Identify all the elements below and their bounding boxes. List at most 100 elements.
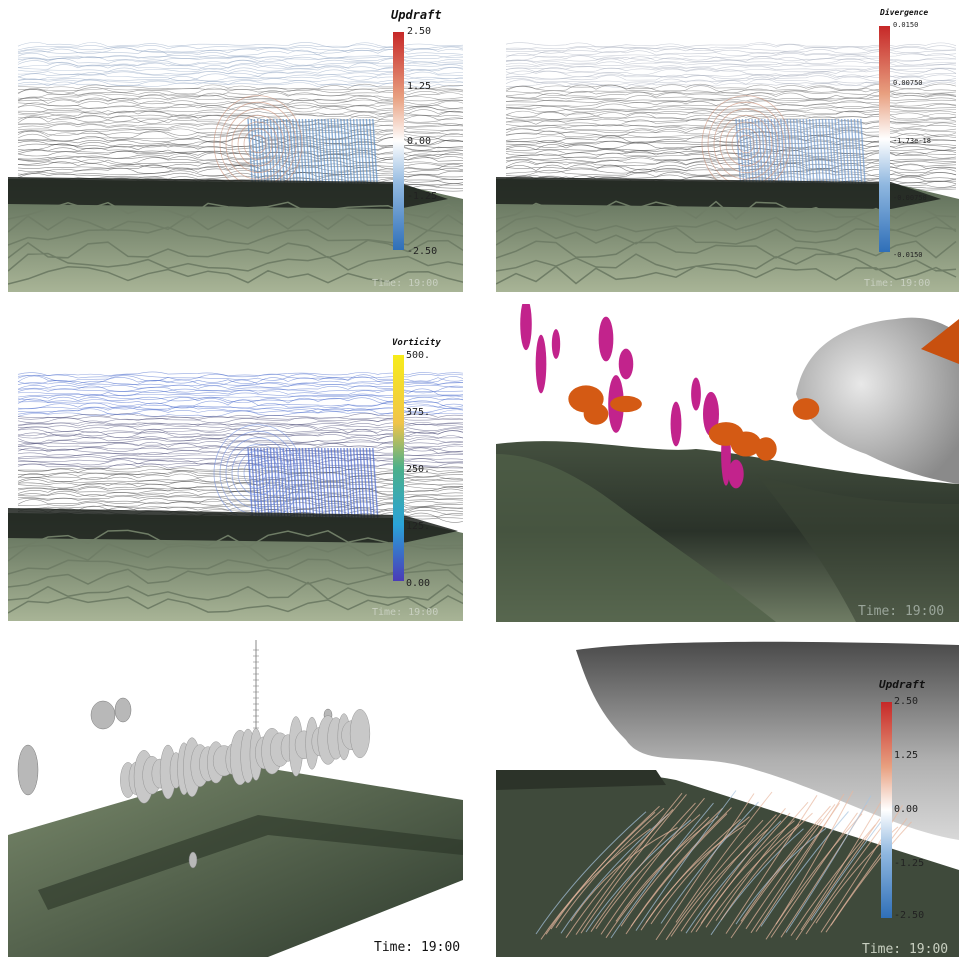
vortex-ring xyxy=(725,121,767,167)
gray-blob xyxy=(349,709,371,759)
colorbar-tick: -1.25 xyxy=(894,858,925,869)
colorbar-tick: -2.50 xyxy=(407,246,438,257)
colorbar-tick: 250. xyxy=(406,464,431,475)
streamline xyxy=(725,795,818,934)
magenta-blob xyxy=(520,304,532,351)
streamline xyxy=(595,814,701,930)
time-label: Time: 19:00 xyxy=(858,604,945,619)
time-label: Time: 19:00 xyxy=(374,940,461,955)
colorbar-tick: -0.0150 xyxy=(893,251,923,259)
vortex-rings xyxy=(701,95,791,193)
magenta-blob xyxy=(691,377,701,411)
magenta-blob xyxy=(551,329,561,359)
cloud-wall xyxy=(796,317,959,484)
streamline xyxy=(760,811,849,927)
streamline xyxy=(715,801,809,921)
streamline xyxy=(795,818,881,941)
vortex-ring xyxy=(225,437,291,509)
vortex-ring xyxy=(249,463,267,483)
vortex-ring xyxy=(231,115,285,174)
updraft-scene xyxy=(8,32,463,292)
terrain-left-slope xyxy=(496,454,776,622)
colorbar-tick: 375. xyxy=(406,407,431,418)
colorbar-title: Divergence xyxy=(880,8,929,17)
streamline xyxy=(620,808,723,927)
streamline xyxy=(700,820,795,924)
vortex-ring xyxy=(719,115,773,174)
streamline xyxy=(645,824,746,923)
streamline xyxy=(675,791,773,923)
streamline xyxy=(755,793,845,932)
streamline xyxy=(695,812,791,933)
streamline xyxy=(830,821,912,926)
streamline xyxy=(745,803,836,930)
streamlines xyxy=(535,790,912,941)
gray-blob xyxy=(17,744,39,796)
streamline xyxy=(720,812,813,921)
streamline xyxy=(660,801,759,924)
terrain-dark-edge xyxy=(8,508,458,543)
vortex-ring xyxy=(713,108,779,180)
streamline xyxy=(575,792,683,935)
vortex-ring xyxy=(731,128,761,160)
closeup-scene xyxy=(496,641,959,957)
terrain-right-slope xyxy=(756,474,959,622)
streamline xyxy=(820,805,903,933)
streamline xyxy=(710,828,804,936)
streamline xyxy=(735,827,827,925)
streamline xyxy=(705,823,800,928)
time-label: Time: 19:00 xyxy=(864,278,931,289)
colorbar-tick: 2.50 xyxy=(894,696,919,707)
orange-isosurfaces xyxy=(568,385,820,461)
gray-blob xyxy=(90,700,116,730)
cloud-underside xyxy=(576,641,959,840)
streamline xyxy=(590,802,696,932)
streamline xyxy=(600,797,705,935)
vortex-ring xyxy=(249,134,267,154)
terrain-ridges xyxy=(8,201,463,285)
streamline xyxy=(805,817,890,935)
terrain-ridges xyxy=(8,529,463,614)
closeup-panel: Updraft 2.50 1.25 0.00 -1.25 -2.50 Time:… xyxy=(496,640,959,957)
streamline xyxy=(560,813,669,934)
streamline xyxy=(540,828,651,940)
colorbar-tick: 1.25 xyxy=(894,750,919,761)
terrain-surface xyxy=(496,772,959,957)
streamline xyxy=(610,802,714,939)
streamline xyxy=(565,809,674,938)
streamline xyxy=(785,795,872,933)
time-label: Time: 19:00 xyxy=(372,607,439,618)
streamline xyxy=(630,807,732,927)
streamline xyxy=(635,790,737,931)
streamline xyxy=(570,827,678,922)
gray-blob xyxy=(188,851,198,869)
streamline xyxy=(740,805,831,922)
updraft-panel: Updraft 2.50 1.25 0.00 -1.25 -2.50 Time:… xyxy=(8,4,463,292)
streamline xyxy=(665,819,764,941)
orange-blob xyxy=(755,437,777,461)
vortex-ring xyxy=(225,108,291,180)
colorbar-tick: 0.00 xyxy=(407,136,432,147)
streamline xyxy=(765,790,854,940)
streamline xyxy=(580,794,687,934)
colorbar-tick: 0.00750 xyxy=(893,79,923,87)
orange-blob xyxy=(730,431,762,457)
vortex-ring xyxy=(231,444,285,503)
terrain-surface xyxy=(8,765,463,957)
colorbar-tick: 2.50 xyxy=(407,26,432,37)
colorbar-tick: 0.0150 xyxy=(893,21,919,29)
streamline xyxy=(605,816,710,939)
colorbar xyxy=(879,26,890,252)
colorbar-tick: 500. xyxy=(406,350,431,361)
terrain-dark-edge xyxy=(496,177,941,209)
colorbar-tick: -1.73e-18 xyxy=(893,137,931,145)
colorbar-tick: -1.25 xyxy=(407,191,438,202)
streamline xyxy=(775,813,863,925)
streamline xyxy=(790,824,876,936)
colorbar xyxy=(393,355,404,581)
magenta-blob xyxy=(618,348,634,380)
colorbar-tick: 1.25 xyxy=(407,81,432,92)
colorbar-tick: 0.00 xyxy=(406,578,431,589)
streamline xyxy=(685,820,782,934)
streamline xyxy=(555,807,665,929)
